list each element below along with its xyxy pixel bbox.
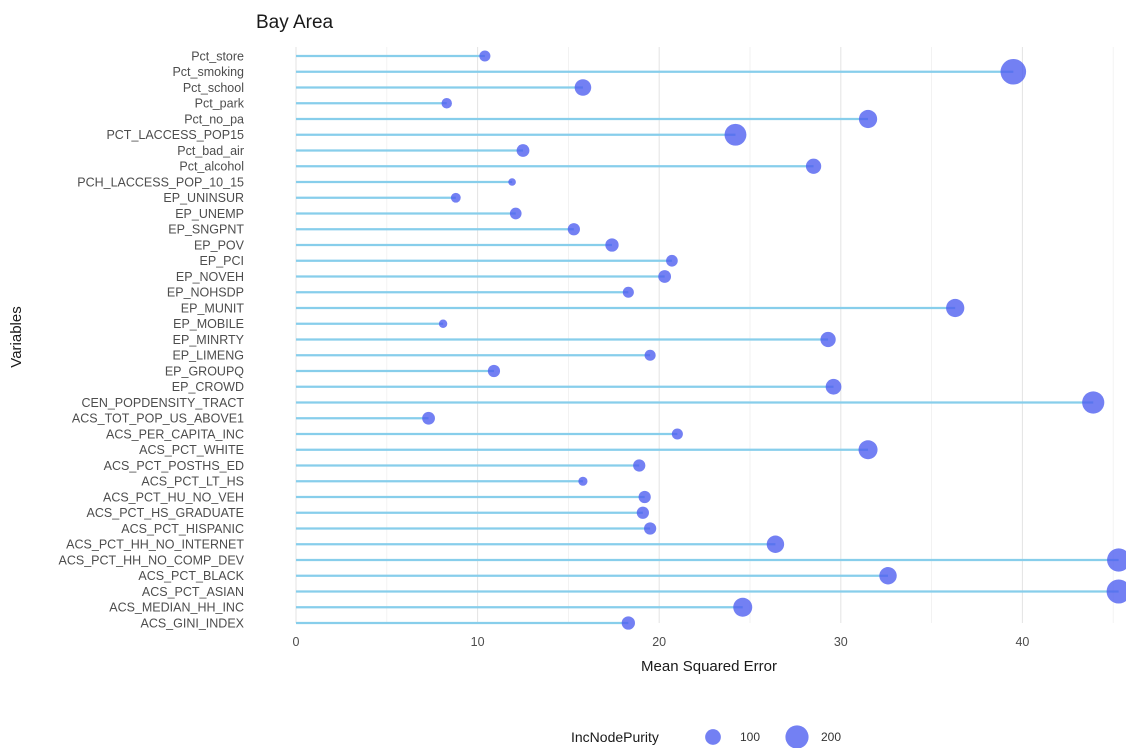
- y-tick-label: EP_NOVEH: [176, 270, 244, 284]
- x-tick-label: 30: [834, 635, 848, 649]
- point: [1107, 548, 1126, 572]
- point: [666, 254, 678, 267]
- point: [879, 567, 897, 585]
- point: [574, 79, 592, 96]
- point: [858, 109, 878, 129]
- x-tick-label: 20: [652, 635, 666, 649]
- point: [567, 223, 580, 236]
- point: [643, 522, 657, 535]
- legend-label: 200: [821, 730, 841, 744]
- point: [644, 349, 656, 361]
- y-tick-label: EP_MINRTY: [173, 333, 245, 347]
- point: [622, 286, 634, 298]
- point: [1106, 579, 1126, 604]
- y-tick-label: ACS_GINI_INDEX: [140, 616, 244, 630]
- point: [636, 506, 649, 519]
- point: [605, 238, 619, 252]
- y-tick-label: Pct_no_pa: [184, 112, 244, 126]
- y-axis-title: Variables: [8, 306, 25, 367]
- y-tick-label: Pct_bad_air: [177, 144, 244, 158]
- point: [820, 331, 836, 348]
- point: [422, 411, 435, 425]
- point: [766, 535, 785, 553]
- x-tick-label: 40: [1015, 635, 1029, 649]
- y-tick-label: ACS_TOT_POP_US_ABOVE1: [72, 412, 244, 426]
- legend-label: 100: [740, 730, 760, 744]
- y-tick-label: EP_GROUPQ: [165, 364, 244, 378]
- point: [438, 319, 448, 328]
- point: [578, 476, 588, 486]
- y-tick-label: ACS_PCT_POSTHS_ED: [104, 459, 244, 473]
- point: [441, 98, 452, 109]
- point: [658, 270, 672, 283]
- y-tick-label: EP_UNEMP: [175, 207, 244, 221]
- point: [638, 490, 651, 504]
- point: [487, 364, 501, 378]
- point: [671, 428, 683, 440]
- y-tick-label: Pct_smoking: [172, 65, 244, 79]
- y-tick-label: EP_POV: [194, 238, 245, 252]
- y-tick-label: EP_UNINSUR: [163, 191, 244, 205]
- y-tick-label: ACS_PCT_WHITE: [139, 443, 244, 457]
- point: [516, 144, 530, 157]
- legend-title: IncNodePurity: [571, 729, 659, 745]
- x-axis-title: Mean Squared Error: [641, 658, 777, 675]
- y-tick-label: ACS_PCT_HU_NO_VEH: [103, 490, 244, 504]
- y-tick-label: PCT_LACCESS_POP15: [106, 128, 244, 142]
- point: [858, 440, 878, 460]
- y-tick-label: EP_MUNIT: [181, 301, 245, 315]
- x-tick-labels: 0 10 20 30 40: [293, 635, 1030, 649]
- point: [508, 178, 516, 186]
- y-tick-label: ACS_PCT_BLACK: [138, 569, 244, 583]
- y-tick-label: EP_PCI: [200, 254, 244, 268]
- point: [724, 123, 747, 146]
- legend-key: [705, 729, 721, 745]
- point: [1000, 58, 1027, 85]
- point: [633, 459, 646, 472]
- y-tick-label: EP_NOHSDP: [167, 286, 244, 300]
- y-tick-label: Pct_alcohol: [179, 160, 244, 174]
- y-tick-label: Pct_park: [195, 97, 245, 111]
- chart-title: Bay Area: [256, 12, 334, 33]
- y-tick-label: ACS_PER_CAPITA_INC: [106, 427, 244, 441]
- y-tick-label: EP_LIMENG: [172, 349, 244, 363]
- y-tick-label: Pct_store: [191, 49, 244, 63]
- y-tick-label: EP_SNGPNT: [168, 223, 244, 237]
- legend: IncNodePurity 100 200: [571, 725, 841, 748]
- point: [509, 207, 522, 220]
- point: [733, 597, 753, 617]
- y-tick-label: Pct_school: [183, 81, 244, 95]
- point: [621, 616, 635, 630]
- y-tick-label: PCH_LACCESS_POP_10_15: [77, 175, 244, 189]
- stems: [296, 54, 1119, 625]
- point: [450, 192, 461, 203]
- y-tick-label: ACS_PCT_HISPANIC: [121, 522, 244, 536]
- y-tick-label: ACS_PCT_HH_NO_INTERNET: [66, 538, 244, 552]
- y-tick-label: CEN_POPDENSITY_TRACT: [81, 396, 244, 410]
- x-tick-label: 0: [293, 635, 300, 649]
- y-tick-labels: Pct_storePct_smokingPct_schoolPct_parkPc…: [59, 49, 245, 630]
- y-tick-label: EP_MOBILE: [173, 317, 244, 331]
- y-tick-label: EP_CROWD: [172, 380, 244, 394]
- points: [422, 50, 1126, 630]
- y-tick-label: ACS_PCT_HH_NO_COMP_DEV: [59, 553, 245, 567]
- y-tick-label: ACS_PCT_LT_HS: [141, 475, 244, 489]
- point: [946, 298, 965, 318]
- point: [479, 50, 491, 62]
- y-tick-label: ACS_PCT_ASIAN: [142, 585, 244, 599]
- point: [825, 378, 842, 395]
- y-tick-label: ACS_MEDIAN_HH_INC: [109, 601, 244, 615]
- x-tick-label: 10: [471, 635, 485, 649]
- y-tick-label: ACS_PCT_HS_GRADUATE: [87, 506, 244, 520]
- legend-key: [785, 725, 809, 748]
- point: [1082, 391, 1105, 414]
- grid: [295, 47, 1114, 623]
- point: [805, 158, 822, 174]
